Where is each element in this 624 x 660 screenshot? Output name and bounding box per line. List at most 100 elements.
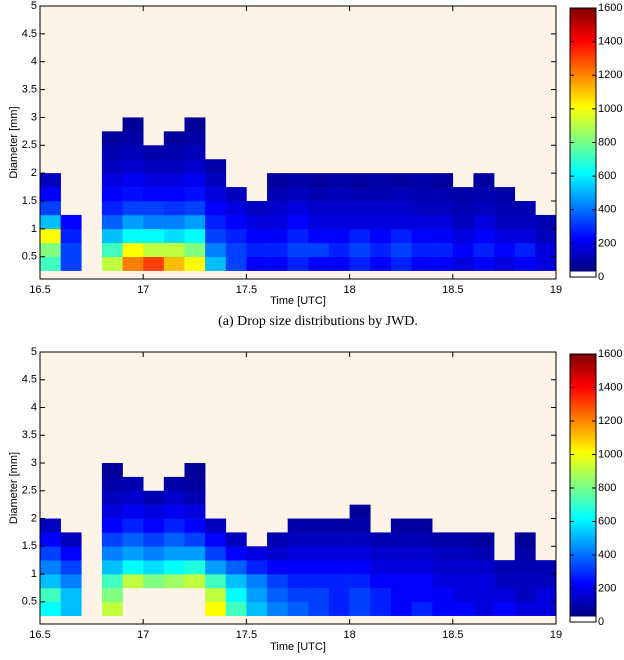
heat-cell (122, 560, 144, 575)
heat-cell (390, 560, 412, 575)
y-tick-label: 2 (31, 167, 37, 179)
heat-cell (514, 560, 536, 575)
x-tick-label: 18.5 (442, 629, 463, 641)
heat-cell (163, 159, 185, 174)
heat-cell (287, 256, 309, 271)
heat-cell (163, 504, 185, 519)
x-tick-label: 16.5 (29, 284, 50, 296)
y-axis-label: Diameter [mm] (8, 452, 20, 524)
heat-cell (349, 242, 371, 258)
colorbar-tick-label: 600 (598, 515, 616, 527)
heat-cell (535, 587, 557, 603)
y-tick-label: 4.5 (22, 374, 37, 386)
heat-cell (514, 214, 536, 230)
heat-cell (246, 601, 268, 616)
heat-cell (494, 214, 516, 230)
heat-cell (349, 546, 371, 561)
heat-cell (184, 504, 206, 519)
heat-cell (535, 214, 557, 230)
colorbar-tick-label: 1400 (598, 381, 622, 393)
heat-cell (122, 242, 144, 258)
heat-cell (328, 214, 350, 230)
heat-cell (101, 463, 123, 478)
heat-cell (101, 587, 123, 603)
heat-cell (432, 173, 454, 188)
heat-cell (40, 228, 61, 244)
heat-cell (328, 587, 350, 603)
heat-cell (308, 532, 330, 547)
colorbar-tick-label: 200 (598, 582, 616, 594)
heat-cell (205, 518, 227, 533)
heat-cell (184, 560, 206, 575)
heat-cell (494, 587, 516, 603)
heat-cell (101, 201, 123, 216)
heat-cell (205, 201, 227, 216)
heat-cell (370, 574, 392, 589)
heat-cell (143, 560, 165, 575)
heat-cell (452, 560, 474, 575)
heat-cell (143, 173, 165, 188)
heat-cell (163, 518, 185, 533)
heat-cell (308, 228, 330, 244)
heat-cell (267, 587, 288, 603)
heat-cell (473, 587, 495, 603)
heat-cell (163, 145, 185, 160)
colorbar-tick-label: 1000 (598, 448, 622, 460)
heat-cell (101, 490, 123, 505)
heat-cell (370, 546, 392, 561)
heat-cell (370, 173, 392, 188)
heat-cell (308, 601, 330, 616)
heat-cell (349, 601, 371, 616)
heat-cell (452, 546, 474, 561)
heat-cell (267, 532, 288, 547)
heat-cell (143, 228, 165, 244)
y-tick-label: 3.5 (22, 83, 37, 95)
heat-cell (328, 256, 350, 271)
y-tick-label: 1.5 (22, 540, 37, 552)
x-tick-label: 19 (550, 629, 562, 641)
heat-cell (122, 214, 144, 230)
colorbar-tick-label: 1000 (598, 103, 622, 115)
heat-cell (308, 201, 330, 216)
heat-cell (432, 574, 454, 589)
heat-cell (163, 560, 185, 575)
heat-cell (246, 574, 268, 589)
heat-cell (60, 532, 82, 547)
heat-cell (370, 587, 392, 603)
heat-cell (349, 518, 371, 533)
heat-cell (184, 256, 206, 271)
heat-cell (287, 187, 309, 202)
heat-cell (349, 201, 371, 216)
heat-cell (432, 546, 454, 561)
heat-cell (514, 201, 536, 216)
heat-cell (349, 256, 371, 271)
heat-cell (473, 187, 495, 202)
heat-cell (411, 187, 433, 202)
heat-cell (452, 601, 474, 616)
heat-cell (60, 242, 82, 258)
heat-cell (101, 242, 123, 258)
heat-cell (40, 173, 61, 188)
heat-cell (184, 214, 206, 230)
heat-cell (184, 187, 206, 202)
heat-cell (411, 574, 433, 589)
heat-cell (40, 242, 61, 258)
heat-cell (101, 532, 123, 547)
heat-cell (163, 173, 185, 188)
x-tick-label: 17.5 (236, 629, 257, 641)
heat-cell (287, 532, 309, 547)
heat-cell (122, 518, 144, 533)
heat-cell (390, 187, 412, 202)
heat-cell (411, 173, 433, 188)
heat-cell (287, 574, 309, 589)
heat-cell (246, 256, 268, 271)
heat-cell (411, 560, 433, 575)
heat-cell (411, 201, 433, 216)
heat-cell (205, 256, 227, 271)
heat-cell (267, 560, 288, 575)
x-tick-label: 19 (550, 284, 562, 296)
colorbar-tick-label: 0 (598, 616, 604, 628)
colorbar-tick-label: 800 (598, 482, 616, 494)
heat-cell (225, 532, 247, 547)
heat-cell (225, 256, 247, 271)
